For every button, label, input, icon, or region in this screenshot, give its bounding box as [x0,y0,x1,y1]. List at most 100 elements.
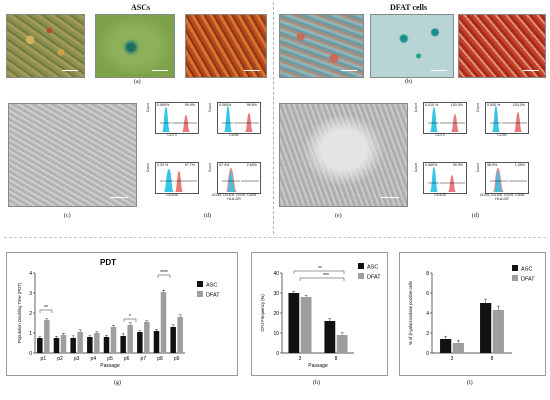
pdt-chart: 0 1 2 3 4 p1 p2 p3 p4 p5 p6 p7 p8 p9 PDT Passage Populat… [17,258,220,369]
flow-asc-cd90: Count 0.060% 99.9% CD90 [208,100,261,143]
x-tick-label: p5 [107,356,113,362]
bar-asc-p8 [153,331,160,353]
pct-negative: 98.9% [487,163,498,167]
flow-dfat-cd105: Count 0.060% 99.9% CD105 [414,160,467,203]
y-tick-label: 2 [29,311,32,317]
pct-positive: 99.9% [452,163,463,167]
dfat-header: DFAT cells [390,3,428,12]
bar-dfat-p5 [110,327,117,353]
pct-positive: 99.9% [184,103,195,107]
x-tick-label: 3 [451,356,454,362]
bar-dfat-3 [452,343,464,353]
asc-header: ASCs [131,3,151,12]
asc-osteogenic-image [185,14,267,78]
marker-label: CD34, CD11b, CD19, CD45 HLA-DR [479,193,525,201]
bar-dfat-3 [300,297,312,353]
panel-label-g: (g) [114,380,121,386]
y-tick-label: 2 [426,331,429,337]
bgal-chart-panel: 0 2 4 6 8 3 8 % of β-galactosidase positive cel… [399,252,546,376]
marker-label: CD73 [435,133,445,137]
panel-label-h: (h) [313,380,320,386]
marker-label: CD90 [229,133,239,137]
bgal-chart: 0 2 4 6 8 3 8 % of β-galactosidase positive cel… [408,265,535,362]
y-tick-label: 6 [426,291,429,297]
bar-dfat-p3 [77,332,83,353]
x-tick-label: p9 [174,356,180,362]
y-tick-label: 20 [273,311,279,317]
pct-negative: 0.060% [425,163,438,167]
x-tick-label: p4 [91,356,97,362]
dfat-adipogenic-image [279,14,364,78]
legend-label-asc: ASC [521,267,532,273]
y-tick-label: 40 [273,271,279,277]
pct-negative: 0.060% [157,103,170,107]
pct-positive: 2.60% [246,163,257,167]
y-tick-label: 3 [29,291,32,297]
flow-ylabel: Count [414,102,418,112]
flow-dfat-neg-markers: Count 98.9% 1.09% CD34, CD11b, CD19, CD4… [476,160,529,203]
flow-asc-cd73: Count 0.060% 99.9% CD73 [146,100,199,143]
bar-dfat-p9 [177,317,183,353]
x-tick-label: 3 [299,356,302,362]
significance-bracket [299,277,345,281]
scale-bar [523,70,539,71]
flow-dfat-cd73: Count 0.010 % 100.0% CD73 [414,100,467,143]
asc-adipogenic-image [6,14,85,78]
x-tick-label: p3 [74,356,80,362]
significance-mark: ** [318,266,322,272]
bar-asc-p9 [170,327,176,353]
flow-ylabel: Count [476,162,480,172]
marker-label: CD90 [497,133,507,137]
x-tick-label: p1 [41,356,47,362]
legend-swatch-asc [358,263,364,269]
panel-label-c: (c) [64,213,71,219]
scale-bar [244,70,260,71]
bar-asc-p6 [120,336,126,353]
pct-positive: 1.09% [514,163,525,167]
panel-label-e: (e) [335,213,342,219]
pdt-chart-panel: 0 1 2 3 4 p1 p2 p3 p4 p5 p6 p7 p8 p9 PDT Passage Populat… [6,252,238,376]
pct-negative: 0.000 % [487,103,501,107]
significance-mark: *** [323,273,329,279]
chart-title: PDT [100,258,116,267]
y-tick-label: 0 [29,351,32,357]
pct-positive: 100.0% [512,103,525,107]
asc-phase-contrast-image [8,103,137,207]
bar-asc-p7 [137,332,143,353]
x-tick-label: 8 [491,356,494,362]
panel-label-d-dfat: (d) [472,213,479,219]
cfu-chart-panel: 0 10 20 30 40 3 8 Passage CFU Frequency (%) ASC DF… [251,252,388,376]
y-tick-label: 10 [273,331,279,337]
pct-negative: 97.4% [219,163,230,167]
pct-negative: 0.010 % [425,103,439,107]
scale-bar [62,70,78,71]
histogram-box [485,102,529,134]
significance-bracket [157,274,171,278]
y-tick-label: 1 [29,331,32,337]
legend-swatch-dfat [197,291,203,297]
panel-label-a: (a) [134,79,141,85]
flow-asc-neg-markers: Count 97.4% 2.60% CD34, CD11b, CD19, CD4… [208,160,261,203]
significance-bracket [293,270,345,274]
bar-asc-p4 [87,337,93,353]
panel-label-b: (b) [405,79,412,85]
bar-dfat-p7 [144,322,150,353]
row-divider [4,237,546,238]
dfat-osteogenic-image [458,14,546,78]
histogram-box [155,162,199,194]
pct-positive: 99.9% [246,103,257,107]
bar-asc-3 [440,339,452,353]
scale-bar [341,70,357,71]
flow-ylabel: Count [414,162,418,172]
histogram-box [423,162,467,194]
legend-label-dfat: DFAT [206,293,220,299]
significance-mark: **** [160,270,168,276]
x-tick-label: p8 [157,356,163,362]
histogram-box [423,102,467,134]
legend-swatch-asc [197,281,203,287]
bar-dfat-p1 [44,320,50,353]
pct-negative: 2.29 % [157,163,169,167]
flow-ylabel: Count [146,162,150,172]
x-tick-label: p7 [141,356,147,362]
section-divider [273,2,274,234]
